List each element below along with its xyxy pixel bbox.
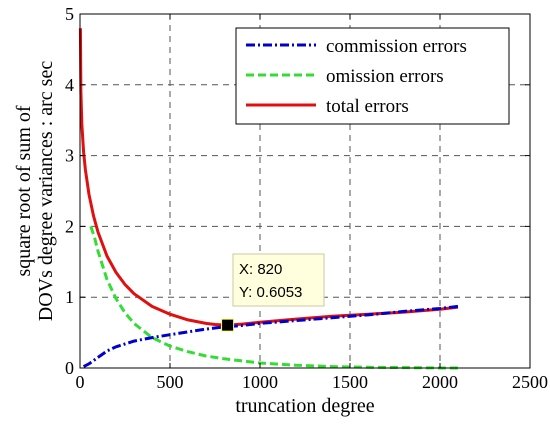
- x-tick-label: 1500: [332, 372, 368, 392]
- axis-ticks: [79, 13, 531, 369]
- y-tick-label: 5: [65, 4, 74, 24]
- data-tip-y-text: Y: 0.6053: [239, 284, 302, 301]
- legend-label-omission-errors: omission errors: [326, 66, 444, 87]
- x-tick-label: 1000: [242, 372, 278, 392]
- y-axis-label-line-2: DOVs degree variances : arc sec: [35, 61, 57, 322]
- axis-tick-labels: 0 500 1000 1500 2000 2500 0 1 2 3 4 5: [65, 4, 548, 392]
- y-tick-label: 1: [65, 287, 74, 307]
- y-tick-label: 3: [65, 146, 74, 166]
- y-tick-label: 2: [65, 216, 74, 236]
- legend-label-commission-errors: commission errors: [326, 36, 467, 57]
- x-tick-label: 500: [157, 372, 184, 392]
- data-tip-marker[interactable]: [221, 318, 235, 332]
- series-layer: [78, 28, 459, 370]
- series-line-commission-errors: [82, 304, 459, 368]
- x-tick-label: 2000: [422, 372, 458, 392]
- x-axis-label: truncation degree: [235, 395, 374, 417]
- x-tick-label: 2500: [512, 372, 548, 392]
- y-tick-label: 0: [65, 358, 74, 378]
- y-tick-label: 4: [65, 75, 74, 95]
- data-tip-box: [232, 253, 325, 307]
- data-tip-x-text: X: 820: [239, 261, 282, 278]
- x-tick-label: 0: [76, 372, 85, 392]
- y-axis-label-line-1: square root of sum of: [13, 105, 35, 276]
- data-tip[interactable]: X: 820 Y: 0.6053: [221, 253, 325, 332]
- legend: commission errors omission errors total er…: [235, 27, 510, 125]
- legend-label-total-errors: total errors: [326, 96, 409, 117]
- plot-area-border: [79, 13, 531, 369]
